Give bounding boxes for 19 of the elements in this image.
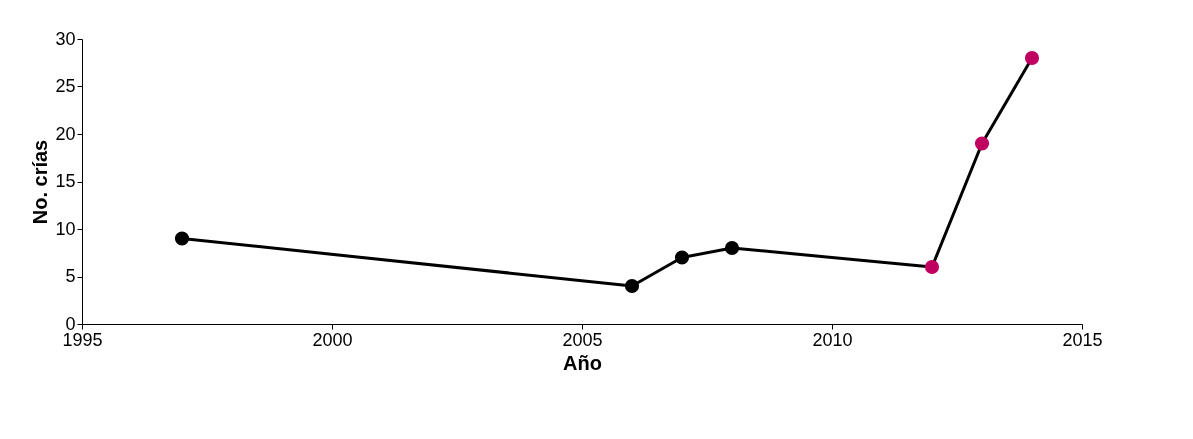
point xyxy=(974,136,990,151)
y-tick-label: 15 xyxy=(55,171,76,191)
y-tick-label: 30 xyxy=(55,28,76,49)
y-tick-label: 20 xyxy=(55,123,76,144)
point xyxy=(674,250,690,265)
x-tick-label: 2005 xyxy=(562,329,603,350)
y-tick-label: 5 xyxy=(65,266,76,286)
x-tick-label: 2000 xyxy=(312,329,353,350)
y-tick-label: 10 xyxy=(55,218,76,239)
x-tick-label: 2010 xyxy=(812,329,853,350)
point xyxy=(174,231,190,246)
point xyxy=(924,259,940,275)
point xyxy=(724,240,740,256)
x-tick-label: 2015 xyxy=(1062,329,1103,350)
x-axis-title: Año xyxy=(563,351,602,374)
y-axis-title: No. crías xyxy=(29,139,52,225)
point xyxy=(1024,50,1040,66)
y-tick-label: 25 xyxy=(55,76,76,96)
point xyxy=(624,278,640,294)
